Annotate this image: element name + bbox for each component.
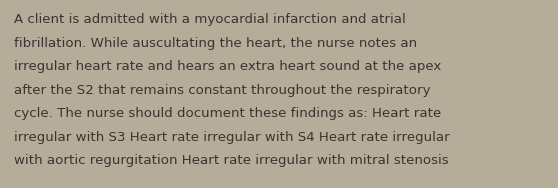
Text: irregular with S3 Heart rate irregular with S4 Heart rate irregular: irregular with S3 Heart rate irregular w… xyxy=(14,131,450,144)
Text: A client is admitted with a myocardial infarction and atrial: A client is admitted with a myocardial i… xyxy=(14,13,406,26)
Text: after the S2 that remains constant throughout the respiratory: after the S2 that remains constant throu… xyxy=(14,84,430,97)
Text: fibrillation. While auscultating the heart, the nurse notes an: fibrillation. While auscultating the hea… xyxy=(14,37,417,50)
Text: cycle. The nurse should document these findings as: Heart rate: cycle. The nurse should document these f… xyxy=(14,107,441,120)
Text: with aortic regurgitation Heart rate irregular with mitral stenosis: with aortic regurgitation Heart rate irr… xyxy=(14,154,449,167)
Text: irregular heart rate and hears an extra heart sound at the apex: irregular heart rate and hears an extra … xyxy=(14,60,441,73)
